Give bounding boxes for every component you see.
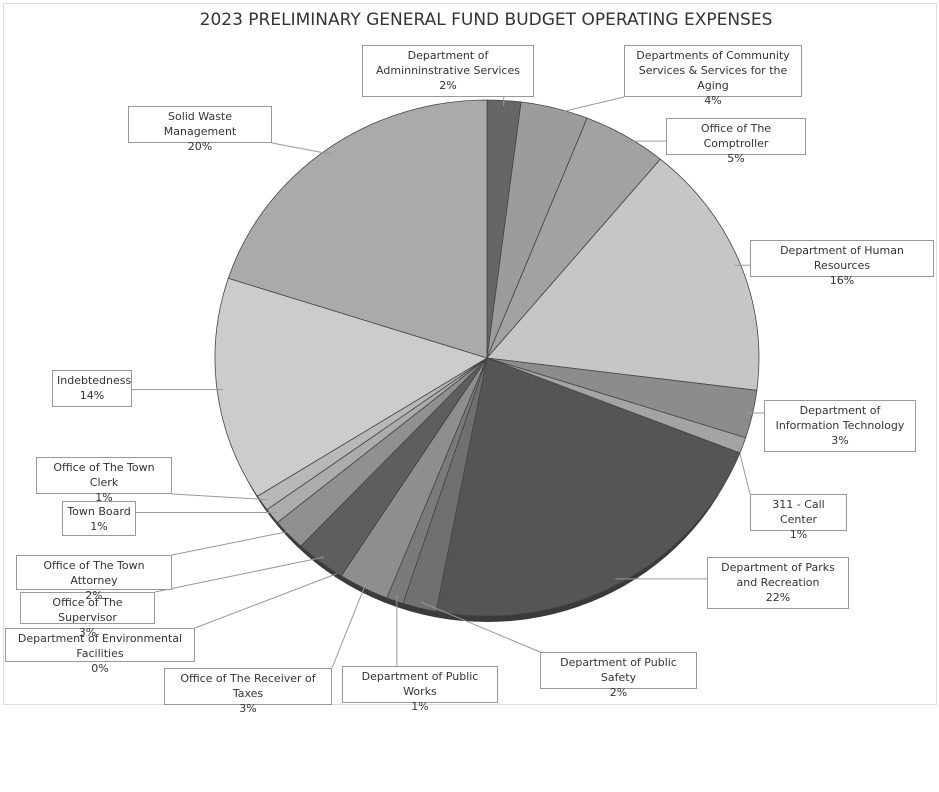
value-label: 14% bbox=[79, 389, 105, 402]
slice-label: Indebtedness 14% bbox=[52, 370, 132, 407]
category-label: Departments of Community Services & Serv… bbox=[636, 49, 790, 92]
slice-label: Office of The Town Clerk 1% bbox=[36, 457, 172, 504]
category-label: Indebtedness bbox=[57, 374, 132, 387]
category-label: Department of Environmental Facilities bbox=[17, 632, 183, 660]
slice-label: Office of The Town Attorney 2% bbox=[16, 555, 172, 602]
slice-label: Department of Environmental Facilities 0% bbox=[5, 628, 195, 675]
pie-slice bbox=[214, 277, 488, 497]
leader-line bbox=[420, 601, 541, 653]
value-label: 2% bbox=[609, 686, 628, 699]
leader-line bbox=[171, 493, 268, 501]
value-label: 5% bbox=[727, 152, 745, 165]
pie-slice bbox=[227, 99, 488, 359]
category-label: Office of The Receiver of Taxes bbox=[180, 672, 316, 700]
value-label: 3% bbox=[78, 626, 97, 639]
value-label: 1% bbox=[90, 520, 108, 533]
category-label: Office of The Town Clerk bbox=[53, 461, 155, 489]
category-label: Department of Parks and Recreation bbox=[721, 561, 835, 589]
value-label: 1% bbox=[411, 700, 429, 713]
slice-label: Department of Parks and Recreation 22% bbox=[707, 557, 849, 609]
slice-label: Department of Adminninstrative Services 2… bbox=[362, 45, 534, 97]
slice-label: Department of Human Resources 16% bbox=[750, 240, 934, 287]
value-label: 20% bbox=[187, 140, 213, 153]
pie-slice bbox=[435, 357, 741, 617]
leader-line bbox=[194, 570, 345, 629]
leader-line bbox=[553, 96, 625, 115]
leader-line bbox=[154, 556, 325, 593]
category-label: Department of Human Resources bbox=[780, 244, 904, 272]
pie-slice bbox=[486, 158, 760, 391]
value-label: 22% bbox=[765, 591, 791, 604]
value-label: 2% bbox=[85, 589, 103, 602]
leader-line bbox=[271, 142, 331, 155]
slice-label: Office of The Supervisor 3% bbox=[20, 592, 155, 639]
value-label: 2% bbox=[439, 79, 457, 92]
category-label: Office of The Comptroller bbox=[700, 122, 772, 150]
leader-line bbox=[171, 530, 294, 556]
slice-label: Office of The Receiver of Taxes 3% bbox=[164, 668, 332, 715]
category-label: Department of Information Technology bbox=[775, 404, 905, 432]
leader-line bbox=[736, 443, 751, 495]
slice-label: Departments of Community Services & Serv… bbox=[624, 45, 802, 107]
slice-label: Town Board 1% bbox=[62, 501, 136, 536]
category-label: Department of Public Safety bbox=[560, 656, 677, 684]
value-label: 4% bbox=[704, 94, 722, 107]
slice-label: Department of Public Works 1% bbox=[342, 666, 498, 713]
category-label: 311 - Call Center bbox=[772, 498, 825, 526]
value-label: 3% bbox=[831, 434, 849, 447]
chart-frame bbox=[3, 3, 937, 705]
slice-label: Department of Public Safety 2% bbox=[540, 652, 697, 699]
category-label: Town Board bbox=[67, 505, 131, 518]
slice-label: Solid Waste Management 20% bbox=[128, 106, 272, 153]
value-label: 1% bbox=[95, 491, 113, 504]
value-label: 0% bbox=[91, 662, 109, 675]
category-label: Department of Adminninstrative Services bbox=[376, 49, 520, 77]
chart-title: 2023 PRELIMINARY GENERAL FUND BUDGET OPE… bbox=[199, 10, 773, 30]
slice-label: 311 - Call Center 1% bbox=[750, 494, 847, 541]
value-label: 1% bbox=[789, 528, 808, 541]
slice-label: Department of Information Technology 3% bbox=[764, 400, 916, 452]
category-label: Office of The Town Attorney bbox=[43, 559, 145, 587]
leader-line bbox=[331, 582, 367, 669]
category-label: Office of The Supervisor bbox=[52, 596, 123, 624]
category-label: Solid Waste Management bbox=[163, 110, 237, 138]
category-label: Department of Public Works bbox=[361, 670, 479, 698]
value-label: 16% bbox=[829, 274, 855, 287]
slice-label: Office of The Comptroller 5% bbox=[666, 118, 806, 165]
value-label: 3% bbox=[239, 702, 257, 715]
